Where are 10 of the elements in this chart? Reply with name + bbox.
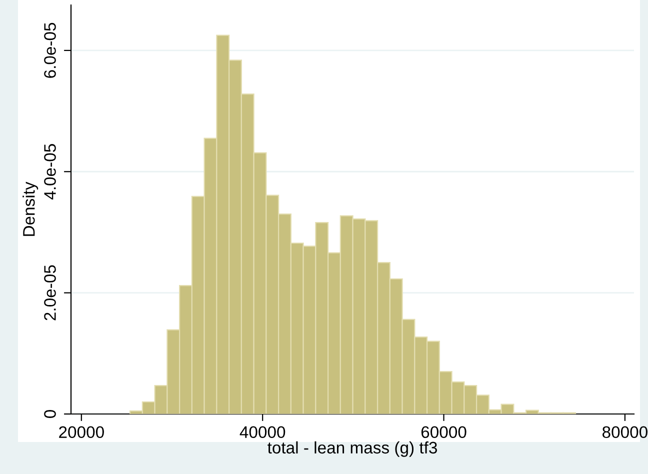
x-tick-label: 40000 (240, 426, 286, 438)
x-tick-label: 60000 (421, 426, 466, 438)
x-axis-title: total - lean mass (g) tf3 (268, 441, 437, 457)
y-axis-title: Density (22, 182, 38, 236)
y-tick-label: 0 (44, 410, 56, 418)
y-tick-label: 6.0e-05 (44, 22, 56, 78)
x-tick-label: 80000 (602, 426, 648, 438)
y-tick-label: 4.0e-05 (44, 144, 56, 200)
y-tick-label: 2.0e-05 (44, 265, 56, 320)
x-tick-label: 20000 (59, 426, 104, 438)
